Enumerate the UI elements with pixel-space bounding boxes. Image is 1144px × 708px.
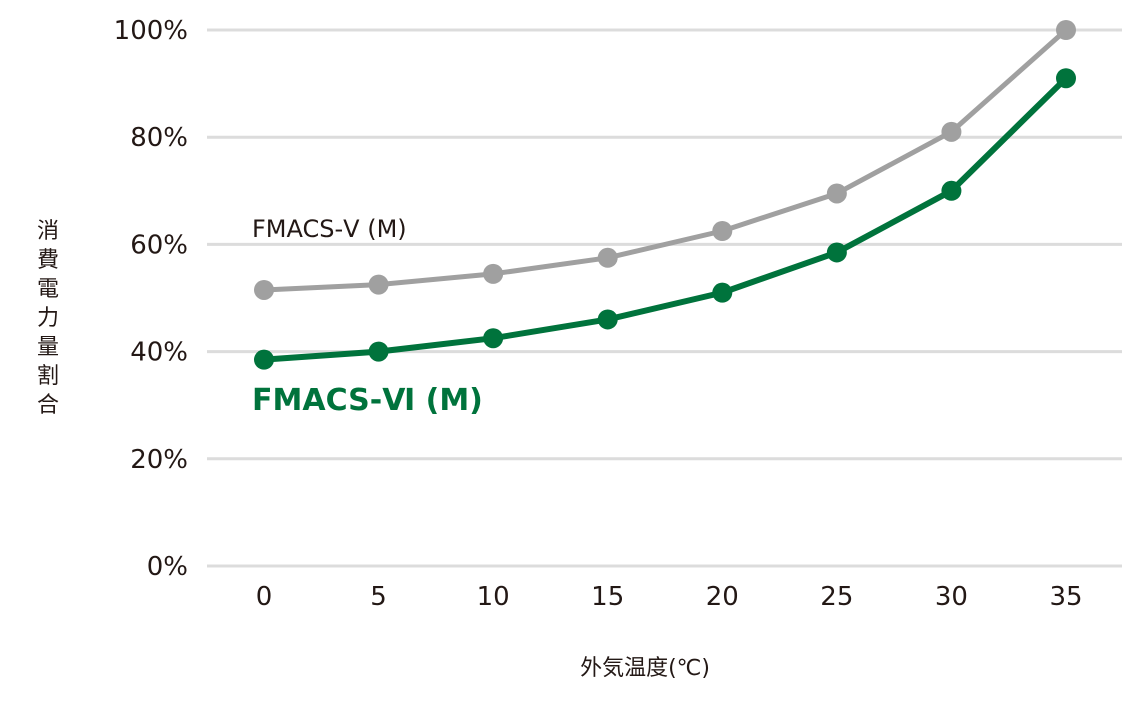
y-axis-title-char: 電 [37,277,59,302]
data-point [941,121,962,142]
data-point [483,263,504,284]
data-point [368,274,389,295]
data-point [597,247,618,268]
data-point [826,242,847,263]
x-tick-label: 30 [935,582,968,612]
x-tick-label: 10 [477,582,510,612]
data-point [254,279,274,300]
y-axis-title-char: 力 [37,306,59,331]
x-tick-label: 15 [591,582,624,612]
y-tick-label: 100% [114,16,188,46]
data-point [368,341,389,362]
series-line-fmacs-v [261,27,1069,293]
x-axis-title: 外気温度(℃) [580,656,710,681]
y-axis-title-char: 量 [37,335,59,360]
y-tick-label: 80% [130,123,188,153]
y-axis-title-char: 合 [37,393,59,418]
y-axis-title-char: 費 [37,248,59,273]
x-tick-label: 35 [1049,582,1082,612]
y-axis-title-char: 消 [37,219,59,244]
x-tick-label: 25 [820,582,853,612]
series-label-fmacs-v: FMACS-Ⅴ (M) [252,215,407,243]
data-point [1056,20,1076,40]
series-lines [254,20,1076,370]
x-axis-tick-labels: 0 5 10 15 20 25 30 35 [256,582,1083,612]
data-point [712,282,733,303]
y-tick-label: 60% [130,230,188,260]
y-axis-title-char: 割 [37,364,59,389]
data-point [254,349,274,370]
x-tick-label: 20 [706,582,739,612]
y-axis-tick-labels: 0% 20% 40% 60% 80% 100% [114,16,188,582]
data-point [826,183,847,204]
y-tick-label: 40% [130,338,188,368]
y-tick-label: 0% [147,552,188,582]
gridlines [207,28,1122,568]
series-label-fmacs-vi: FMACS-Ⅵ (M) [252,383,483,418]
x-tick-label: 5 [370,582,387,612]
y-tick-label: 20% [130,445,188,475]
series-line-fmacs-vi [261,75,1069,363]
data-point [1056,68,1076,89]
data-point [941,180,962,201]
x-tick-label: 0 [256,582,273,612]
data-point [483,328,504,349]
data-point [712,221,733,241]
data-point [597,309,618,330]
